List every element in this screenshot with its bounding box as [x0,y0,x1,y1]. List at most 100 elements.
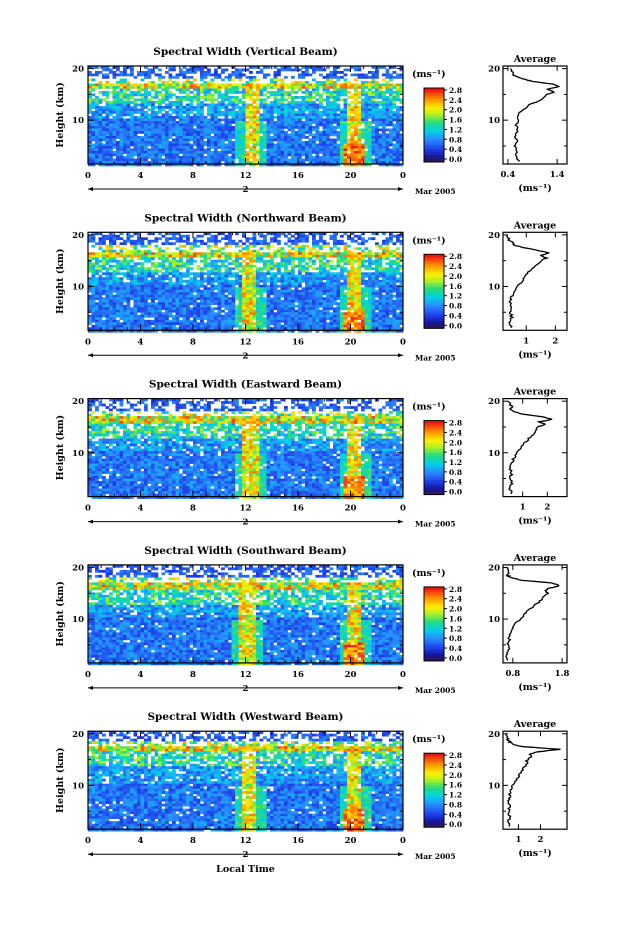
average-x-tick-label: 1.4 [550,170,565,180]
x-tick-label: 0 [400,171,406,181]
panel-1: Spectral Width (Vertical Beam)1020Height… [55,46,567,196]
colorbar-unit: (ms⁻¹) [412,402,446,413]
colorbar-tick-label: 2.8 [449,751,462,760]
date-label: Mar 2005 [415,353,456,362]
average-x-tick-label: 2 [552,336,558,346]
colorbar-tick-label: 2.4 [449,428,462,437]
colorbar-tick-label: 0.4 [449,478,462,487]
colorbar-tick-label: 0.8 [449,135,462,144]
average-title: Average [513,220,556,231]
x-tick-label: 20 [345,836,357,846]
average-y-tick-label: 20 [488,65,500,75]
day-line-arrow-left [88,353,93,357]
y-tick-label: 20 [72,231,84,241]
colorbar-tick-label: 1.2 [449,624,462,633]
y-tick-label: 10 [72,282,84,292]
colorbar-tick-label: 0.0 [449,321,462,330]
panel-4: Spectral Width (Southward Beam)1020Heigh… [55,545,570,695]
colorbar-tick-label: 2.4 [449,262,462,271]
y-tick-label: 10 [72,781,84,791]
colorbar-tick-label: 2.8 [449,585,462,594]
colorbar-tick-label: 1.6 [449,781,462,790]
colorbar [424,254,447,328]
heatmap-field [88,232,403,332]
x-tick-label: 0 [85,836,91,846]
panel-2: Spectral Width (Northward Beam) 10 20 Heigh… [55,212,567,362]
panel-title: Spectral Width (Northward Beam) [144,212,346,224]
average-frame [503,232,567,330]
x-tick-label: 12 [240,836,252,846]
x-tick-label: 0 [400,836,406,846]
y-axis-label: Height (km) [55,747,66,813]
colorbar-tick-label: 0.8 [449,634,462,643]
panel-title: Spectral Width (Southward Beam) [144,545,346,557]
average-x-label: (ms⁻¹) [518,848,552,859]
x-tick-label: 8 [190,504,196,514]
average-y-tick-label: 10 [488,781,500,791]
colorbar-tick-label: 2.0 [449,771,462,780]
x-tick-label: 8 [190,337,196,347]
day-line-arrow-left [88,187,93,191]
day-line-arrow-left [88,686,93,690]
average-y-tick-label: 10 [488,449,500,459]
y-axis-label: Height (km) [55,82,66,148]
colorbar [424,587,447,661]
average-frame [503,731,567,829]
x-tick-label: 20 [345,504,357,514]
day-label: 2 [243,518,249,528]
average-y-tick-label: 10 [488,282,500,292]
date-label: Mar 2005 [415,852,456,861]
colorbar-tick-label: 1.2 [449,458,462,467]
panel-3: Spectral Width (Eastward Beam) 10 20 Height… [55,379,567,529]
day-line-arrow-right [398,353,403,357]
x-tick-label: 4 [138,337,144,347]
x-tick-label: 20 [345,337,357,347]
x-tick-label: 8 [190,836,196,846]
average-x-tick-label: 1.8 [555,669,570,679]
day-label: 2 [243,684,249,694]
average-x-tick-label: 1 [515,835,521,845]
x-tick-label: 8 [190,670,196,680]
x-tick-label: 12 [240,337,252,347]
colorbar-tick-label: 1.6 [449,116,462,125]
colorbar-tick-label: 1.2 [449,292,462,301]
panel-title: Spectral Width (Westward Beam) [147,711,343,723]
colorbar-tick-label: 1.2 [449,791,462,800]
x-tick-label: 20 [345,670,357,680]
colorbar-tick-label: 2.8 [449,252,462,261]
colorbar-unit: (ms⁻¹) [412,734,446,745]
colorbar-tick-label: 0.8 [449,302,462,311]
colorbar-tick-label: 1.6 [449,614,462,623]
average-title: Average [513,54,556,65]
y-axis-label: Height (km) [55,415,66,481]
average-y-tick-label: 20 [488,231,500,241]
colorbar-tick-label: 0.4 [449,311,462,320]
panel-title: Spectral Width (Vertical Beam) [153,46,337,58]
x-tick-label: 16 [292,171,304,181]
colorbar-tick-label: 2.0 [449,106,462,115]
average-x-tick-label: 1 [520,503,526,513]
average-y-tick-label: 20 [488,397,500,407]
colorbar [424,88,447,162]
colorbar-tick-label: 2.4 [449,96,462,105]
y-tick-label: 20 [72,730,84,740]
average-title: Average [513,553,556,564]
panel-title: Spectral Width (Eastward Beam) [149,379,342,391]
colorbar-tick-label: 0.4 [449,810,462,819]
y-axis-label: Height (km) [55,249,66,315]
x-tick-label: 4 [138,504,144,514]
x-tick-label: 16 [292,670,304,680]
colorbar-unit: (ms⁻¹) [412,235,446,246]
colorbar-tick-label: 2.4 [449,761,462,770]
x-tick-label: 4 [138,670,144,680]
average-x-label: (ms⁻¹) [518,183,552,194]
heatmap-field [88,731,403,831]
x-tick-label: 4 [138,171,144,181]
average-x-tick-label: 1 [523,336,529,346]
colorbar-tick-label: 0.4 [449,644,462,653]
